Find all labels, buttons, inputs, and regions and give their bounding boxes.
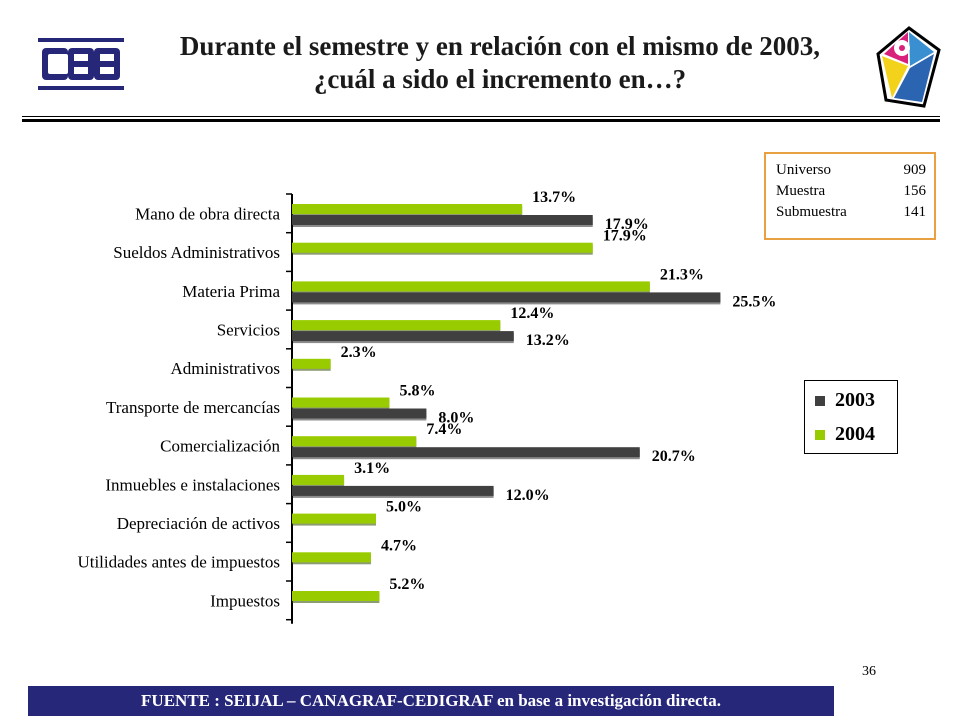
data-label-2003: 25.5% — [732, 293, 776, 310]
bar-2003 — [292, 215, 593, 225]
data-label-2003: 12.0% — [506, 487, 550, 504]
bar-2003 — [292, 485, 494, 496]
bar-2004 — [292, 204, 523, 214]
bar-2004 — [292, 320, 501, 331]
page-title: Durante el semestre y en relación con el… — [179, 31, 821, 94]
bar-2004 — [292, 436, 417, 447]
bar-2004 — [292, 397, 390, 408]
bar-2004 — [292, 281, 650, 292]
source-footer: FUENTE : SEIJAL – CANAGRAF-CEDIGRAF en b… — [28, 686, 834, 716]
category-label: Impuestos — [210, 591, 280, 610]
data-label-2004: 5.8% — [399, 383, 435, 400]
bar-2004 — [292, 474, 345, 485]
info-row-universo: Universo 909 — [776, 162, 926, 178]
cgb-logo — [38, 38, 124, 90]
chart-legend: 2003 2004 — [804, 380, 898, 454]
data-label-2004: 13.7% — [532, 189, 576, 206]
bar-2003 — [292, 331, 514, 342]
sample-info-box: Universo 909 Muestra 156 Submuestra 141 — [764, 152, 936, 240]
legend-swatch-2004 — [815, 429, 825, 440]
data-label-2004: 7.4% — [426, 421, 462, 438]
title-rule — [22, 116, 940, 117]
category-label: Utilidades antes de impuestos — [77, 553, 280, 572]
category-label: Transporte de mercancías — [106, 398, 280, 417]
bar-2004 — [292, 358, 331, 369]
category-label: Depreciación de activos — [117, 514, 280, 533]
data-label-2004: 17.9% — [603, 228, 647, 245]
category-label: Comercialización — [160, 437, 280, 456]
data-label-2004: 5.0% — [386, 499, 422, 516]
bar-2003 — [292, 408, 427, 419]
category-label: Sueldos Administrativos — [113, 243, 280, 262]
category-label: Servicios — [217, 320, 280, 339]
legend-swatch-2003 — [815, 395, 825, 406]
data-label-2004: 2.3% — [341, 344, 377, 361]
legend-item-2003: 2003 — [815, 389, 875, 412]
bar-2003 — [292, 292, 721, 303]
bar-2004 — [292, 552, 371, 563]
data-label-2003: 20.7% — [652, 448, 696, 465]
bar-2004 — [292, 591, 380, 601]
bar-2004 — [292, 242, 593, 253]
category-label: Materia Prima — [182, 282, 280, 301]
title-rule-thick — [22, 119, 940, 122]
legend-item-2004: 2004 — [815, 423, 875, 446]
bar-2004 — [292, 513, 376, 524]
data-label-2004: 3.1% — [354, 460, 390, 477]
category-label: Inmuebles e instalaciones — [105, 475, 280, 494]
bar-2003 — [292, 447, 640, 458]
round-color-logo — [876, 26, 941, 108]
info-row-muestra: Muestra 156 — [776, 183, 926, 199]
category-label: Administrativos — [170, 359, 280, 378]
info-row-submuestra: Submuestra 141 — [776, 204, 926, 220]
data-label-2003: 8.0% — [438, 410, 474, 427]
data-label-2004: 12.4% — [510, 305, 554, 322]
page-number: 36 — [862, 664, 876, 679]
data-label-2004: 4.7% — [381, 537, 417, 554]
category-label: Mano de obra directa — [135, 204, 280, 223]
data-label-2004: 21.3% — [660, 266, 704, 283]
data-label-2004: 5.2% — [389, 576, 425, 593]
data-label-2003: 13.2% — [526, 332, 570, 349]
data-label-2003: 17.9% — [605, 216, 649, 233]
